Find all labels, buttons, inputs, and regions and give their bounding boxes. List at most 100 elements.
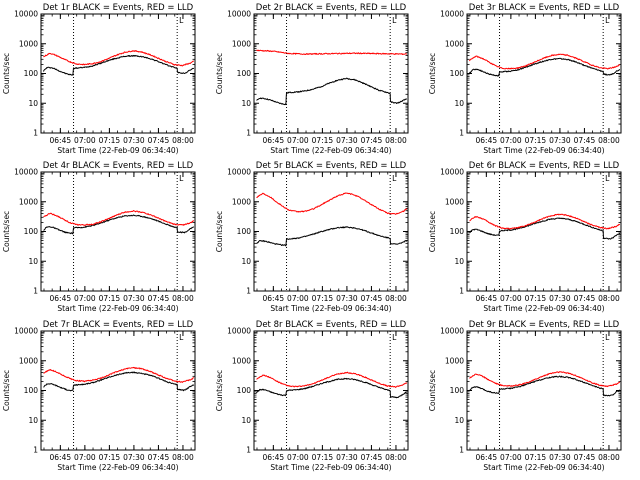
x-tick-label: 07:45 [148, 294, 170, 303]
y-tick-label: 1000 [232, 197, 251, 206]
x-tick-label: 07:15 [99, 453, 121, 462]
marker-label: L [392, 174, 397, 183]
x-tick-label: 08:00 [598, 453, 620, 462]
plot-frame [253, 330, 409, 451]
y-tick-label: 10000 [14, 10, 38, 19]
x-tick-label: 07:00 [287, 294, 309, 303]
y-tick-label: 1 [246, 446, 251, 455]
panel-title: Det 3r BLACK = Events, RED = LLD [469, 3, 620, 13]
y-tick-label: 1 [33, 287, 38, 296]
marker-label: L [392, 16, 397, 25]
marker-label: L [605, 16, 610, 25]
detector-panel-3: Det 3r BLACK = Events, RED = LLD 1 10 100 10… [428, 3, 622, 155]
panel-title: Det 7r BLACK = Events, RED = LLD [43, 320, 194, 330]
series-line-events [43, 54, 195, 76]
x-tick-label: 07:15 [99, 136, 121, 145]
y-tick-label: 10 [241, 99, 251, 108]
y-tick-label: 10000 [227, 168, 251, 177]
y-tick-label: 1000 [232, 39, 251, 48]
x-tick-label: 07:00 [500, 294, 522, 303]
x-tick-label: 07:30 [336, 294, 358, 303]
x-tick-label: 07:45 [361, 453, 383, 462]
marker-label: L [179, 333, 184, 342]
series-line-lld [256, 49, 408, 55]
y-tick-label: 1000 [232, 356, 251, 365]
series-line-lld [43, 210, 194, 226]
y-tick-label: 1 [246, 287, 251, 296]
x-tick-label: 08:00 [598, 294, 620, 303]
x-tick-label: 07:15 [99, 294, 121, 303]
y-axis-label: Counts/sec [428, 211, 437, 252]
marker-label: L [179, 174, 184, 183]
x-tick-label: 07:00 [287, 453, 309, 462]
x-tick-label: 08:00 [172, 294, 194, 303]
x-tick-label: 07:00 [74, 294, 96, 303]
series-line-events [469, 375, 621, 397]
y-tick-label: 10000 [227, 10, 251, 19]
x-tick-label: 06:45 [263, 136, 285, 145]
x-tick-label: 07:30 [549, 453, 571, 462]
x-axis-label: Start Time (22-Feb-09 06:34:40) [57, 463, 178, 472]
y-axis-label: Counts/sec [428, 370, 437, 411]
panel-title: Det 9r BLACK = Events, RED = LLD [469, 320, 620, 330]
x-tick-label: 07:45 [361, 294, 383, 303]
series-line-lld [469, 213, 621, 230]
detector-panel-4: Det 4r BLACK = Events, RED = LLD 1 10 100 10… [2, 161, 196, 313]
y-tick-label: 10 [28, 416, 38, 425]
x-tick-label: 07:45 [361, 136, 383, 145]
y-axis-label: Counts/sec [215, 370, 224, 411]
plot-frame [466, 330, 622, 451]
x-tick-label: 07:30 [549, 294, 571, 303]
x-tick-label: 07:45 [148, 453, 170, 462]
y-tick-label: 10000 [227, 327, 251, 336]
series-line-lld [469, 371, 621, 388]
y-tick-label: 100 [24, 227, 39, 236]
panel-title: Det 5r BLACK = Events, RED = LLD [256, 161, 407, 171]
x-tick-label: 07:00 [74, 453, 96, 462]
x-tick-label: 07:45 [574, 294, 596, 303]
detector-panel-2: Det 2r BLACK = Events, RED = LLD 1 10 100 10… [215, 3, 409, 155]
detector-panel-8: Det 8r BLACK = Events, RED = LLD 1 10 100 10… [215, 320, 409, 472]
y-axis-label: Counts/sec [215, 211, 224, 252]
x-tick-label: 07:00 [500, 136, 522, 145]
x-tick-label: 07:15 [312, 294, 334, 303]
y-tick-label: 1000 [445, 39, 464, 48]
x-tick-label: 07:45 [574, 453, 596, 462]
x-tick-label: 07:30 [336, 136, 358, 145]
y-axis-label: Counts/sec [2, 211, 11, 252]
series-line-events [43, 371, 195, 392]
y-tick-label: 10000 [440, 168, 464, 177]
x-tick-label: 08:00 [385, 294, 407, 303]
x-axis-label: Start Time (22-Feb-09 06:34:40) [57, 146, 178, 155]
y-tick-label: 1000 [445, 356, 464, 365]
x-tick-label: 06:45 [50, 136, 72, 145]
y-tick-label: 1 [246, 129, 251, 138]
y-tick-label: 100 [237, 386, 252, 395]
y-tick-label: 10000 [14, 168, 38, 177]
y-tick-label: 10 [454, 416, 464, 425]
x-tick-label: 07:15 [525, 136, 547, 145]
x-tick-label: 06:45 [50, 294, 72, 303]
y-tick-label: 10 [454, 257, 464, 266]
x-tick-label: 07:30 [123, 294, 145, 303]
x-tick-label: 06:45 [476, 294, 498, 303]
y-tick-label: 1 [33, 129, 38, 138]
y-tick-label: 10 [241, 257, 251, 266]
y-axis-label: Counts/sec [2, 370, 11, 411]
y-tick-label: 100 [237, 227, 252, 236]
x-tick-label: 06:45 [50, 453, 72, 462]
x-tick-label: 07:30 [123, 136, 145, 145]
plot-frame [253, 13, 409, 134]
y-axis-label: Counts/sec [2, 53, 11, 94]
series-line-events [469, 217, 621, 240]
x-tick-label: 08:00 [172, 453, 194, 462]
detector-panel-9: Det 9r BLACK = Events, RED = LLD 1 10 100 10… [428, 320, 622, 472]
y-tick-label: 10000 [14, 327, 38, 336]
y-tick-label: 1 [459, 446, 464, 455]
y-tick-label: 1 [459, 129, 464, 138]
x-tick-label: 06:45 [476, 136, 498, 145]
x-tick-label: 07:30 [123, 453, 145, 462]
y-tick-label: 10000 [440, 327, 464, 336]
x-axis-label: Start Time (22-Feb-09 06:34:40) [270, 304, 391, 313]
